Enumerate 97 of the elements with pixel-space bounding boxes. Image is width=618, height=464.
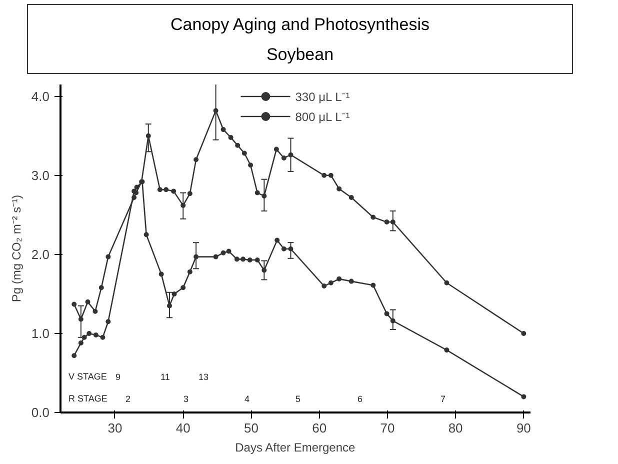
chart-title: Canopy Aging and Photosynthesis — [170, 14, 430, 36]
point — [86, 330, 92, 336]
point — [348, 278, 354, 284]
point — [72, 353, 77, 358]
point — [248, 162, 254, 168]
point — [93, 332, 98, 338]
point — [390, 220, 396, 225]
x-tick-label: 50 — [244, 420, 258, 436]
y-axis-title: Pg (mg CO₂ m⁻² s⁻¹) — [9, 194, 24, 302]
point — [390, 318, 396, 324]
point — [247, 257, 252, 262]
point — [274, 146, 279, 152]
annotation: 3 — [184, 394, 189, 404]
point — [146, 133, 151, 138]
point — [262, 193, 267, 198]
x-tick-label: 30 — [108, 420, 122, 436]
x-tick-label: 40 — [176, 420, 190, 436]
point — [194, 254, 199, 260]
point — [85, 299, 90, 304]
point — [328, 280, 334, 286]
point — [281, 246, 286, 252]
point — [254, 190, 260, 196]
point — [187, 191, 192, 196]
point — [172, 291, 177, 296]
y-tick-label: 0.0 — [31, 405, 50, 420]
point — [78, 316, 84, 322]
point — [220, 127, 226, 132]
x-tick-label: 90 — [516, 420, 531, 436]
point — [384, 220, 390, 225]
point — [322, 284, 327, 289]
point — [384, 311, 390, 316]
y-tick-label: 2.0 — [31, 246, 50, 262]
y-tick-label: 4.0 — [31, 88, 50, 104]
point — [262, 268, 267, 273]
point — [228, 134, 234, 140]
x-axis-title: Days After Emergence — [235, 440, 356, 454]
point — [144, 232, 149, 238]
annotation: V STAGE — [68, 372, 107, 382]
point — [220, 250, 226, 256]
point — [72, 302, 77, 307]
point — [242, 150, 247, 156]
point — [235, 142, 240, 148]
point — [98, 285, 104, 290]
point — [82, 334, 87, 340]
point — [328, 172, 334, 178]
y-tick-label: 1.0 — [31, 326, 50, 341]
annotation: 7 — [440, 394, 446, 404]
annotation: 2 — [126, 394, 131, 404]
point — [288, 246, 294, 252]
point — [92, 308, 98, 314]
point — [521, 330, 526, 336]
point — [444, 348, 450, 353]
point — [521, 394, 526, 400]
annotation: 5 — [296, 394, 301, 404]
point — [171, 188, 176, 194]
point — [370, 282, 376, 288]
point — [370, 214, 376, 220]
point — [213, 254, 218, 260]
point — [226, 248, 232, 254]
point — [100, 334, 106, 340]
annotation: 13 — [198, 372, 209, 382]
point — [157, 187, 162, 192]
point — [240, 256, 246, 262]
point — [288, 152, 294, 158]
chart-subtitle: Soybean — [265, 44, 335, 66]
point — [254, 257, 260, 262]
point — [444, 280, 450, 286]
y-tick-label: 3.0 — [31, 168, 50, 183]
annotation: 9 — [116, 372, 121, 382]
point — [213, 108, 218, 114]
point — [106, 254, 111, 260]
point — [158, 272, 164, 277]
annotation: 4 — [244, 394, 250, 404]
x-tick-label: 80 — [448, 420, 463, 436]
x-tick-label: 70 — [380, 420, 395, 436]
point — [166, 303, 172, 308]
annotation: 6 — [358, 394, 363, 404]
legend-label: 330 μL L⁻¹ — [295, 88, 350, 104]
annotation: 11 — [160, 372, 170, 382]
point — [180, 202, 186, 208]
point — [281, 156, 286, 160]
point — [187, 269, 192, 274]
point — [348, 195, 354, 200]
point — [234, 256, 240, 262]
point — [322, 172, 327, 178]
x-tick-label: 60 — [312, 420, 327, 436]
point — [132, 195, 137, 200]
point — [336, 186, 342, 192]
point — [78, 340, 84, 346]
point — [164, 187, 169, 192]
point — [194, 157, 199, 162]
point — [336, 276, 342, 282]
point — [106, 319, 111, 324]
point — [274, 238, 280, 243]
point — [180, 285, 186, 290]
legend-label: 800 μL L⁻¹ — [295, 108, 350, 124]
annotation: R STAGE — [68, 394, 108, 404]
